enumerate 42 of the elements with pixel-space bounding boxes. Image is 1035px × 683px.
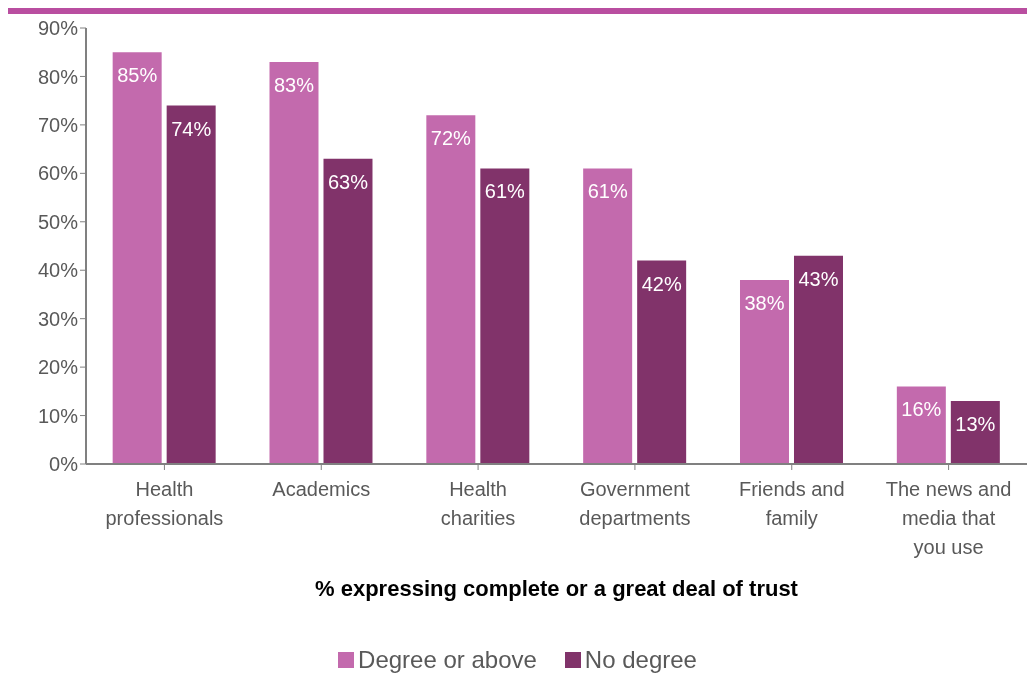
y-tick-label: 60% [37,162,79,185]
bar [583,168,633,464]
x-axis-title: % expressing complete or a great deal of trust [314,576,799,602]
bar [166,105,216,464]
bar [637,260,687,464]
bar [896,386,946,464]
x-tick-label: Government departments [579,478,691,529]
data-label: 74% [171,117,212,140]
y-tick-label: 40% [37,259,79,282]
y-tick-label: 0% [49,453,79,476]
x-tick-label: The news and media that you use [885,478,1012,558]
y-tick-label: 10% [37,404,79,427]
data-label: 43% [798,267,839,290]
bar [740,279,789,464]
data-label: 61% [484,180,526,203]
data-label: 85% [117,64,158,87]
data-label: 16% [901,398,942,421]
y-tick-label: 50% [37,210,79,233]
bar [269,61,319,464]
data-label: 83% [273,73,315,96]
bar [323,158,373,464]
bar [794,255,843,464]
y-tick-label: 30% [37,307,79,330]
legend-label: No degree [584,646,697,674]
data-label: 42% [641,272,682,295]
y-tick-label: 20% [37,356,79,379]
y-tick-label: 80% [37,65,79,88]
bar [112,52,162,464]
data-label: 63% [327,170,369,193]
bar [480,168,530,464]
x-tick-label: Health professionals [105,478,224,529]
data-label: 38% [744,291,785,314]
data-label: 61% [587,180,628,203]
y-tick-label: 90% [37,17,79,40]
bar [426,115,476,464]
y-tick-label: 70% [37,113,79,136]
data-label: 72% [430,127,472,150]
x-tick-label: Friends and family [738,478,845,529]
data-label: 13% [955,413,996,436]
legend-label: Degree or above [358,646,537,674]
x-tick-label: Health charities [440,478,516,529]
x-tick-label: Academics [272,478,371,500]
